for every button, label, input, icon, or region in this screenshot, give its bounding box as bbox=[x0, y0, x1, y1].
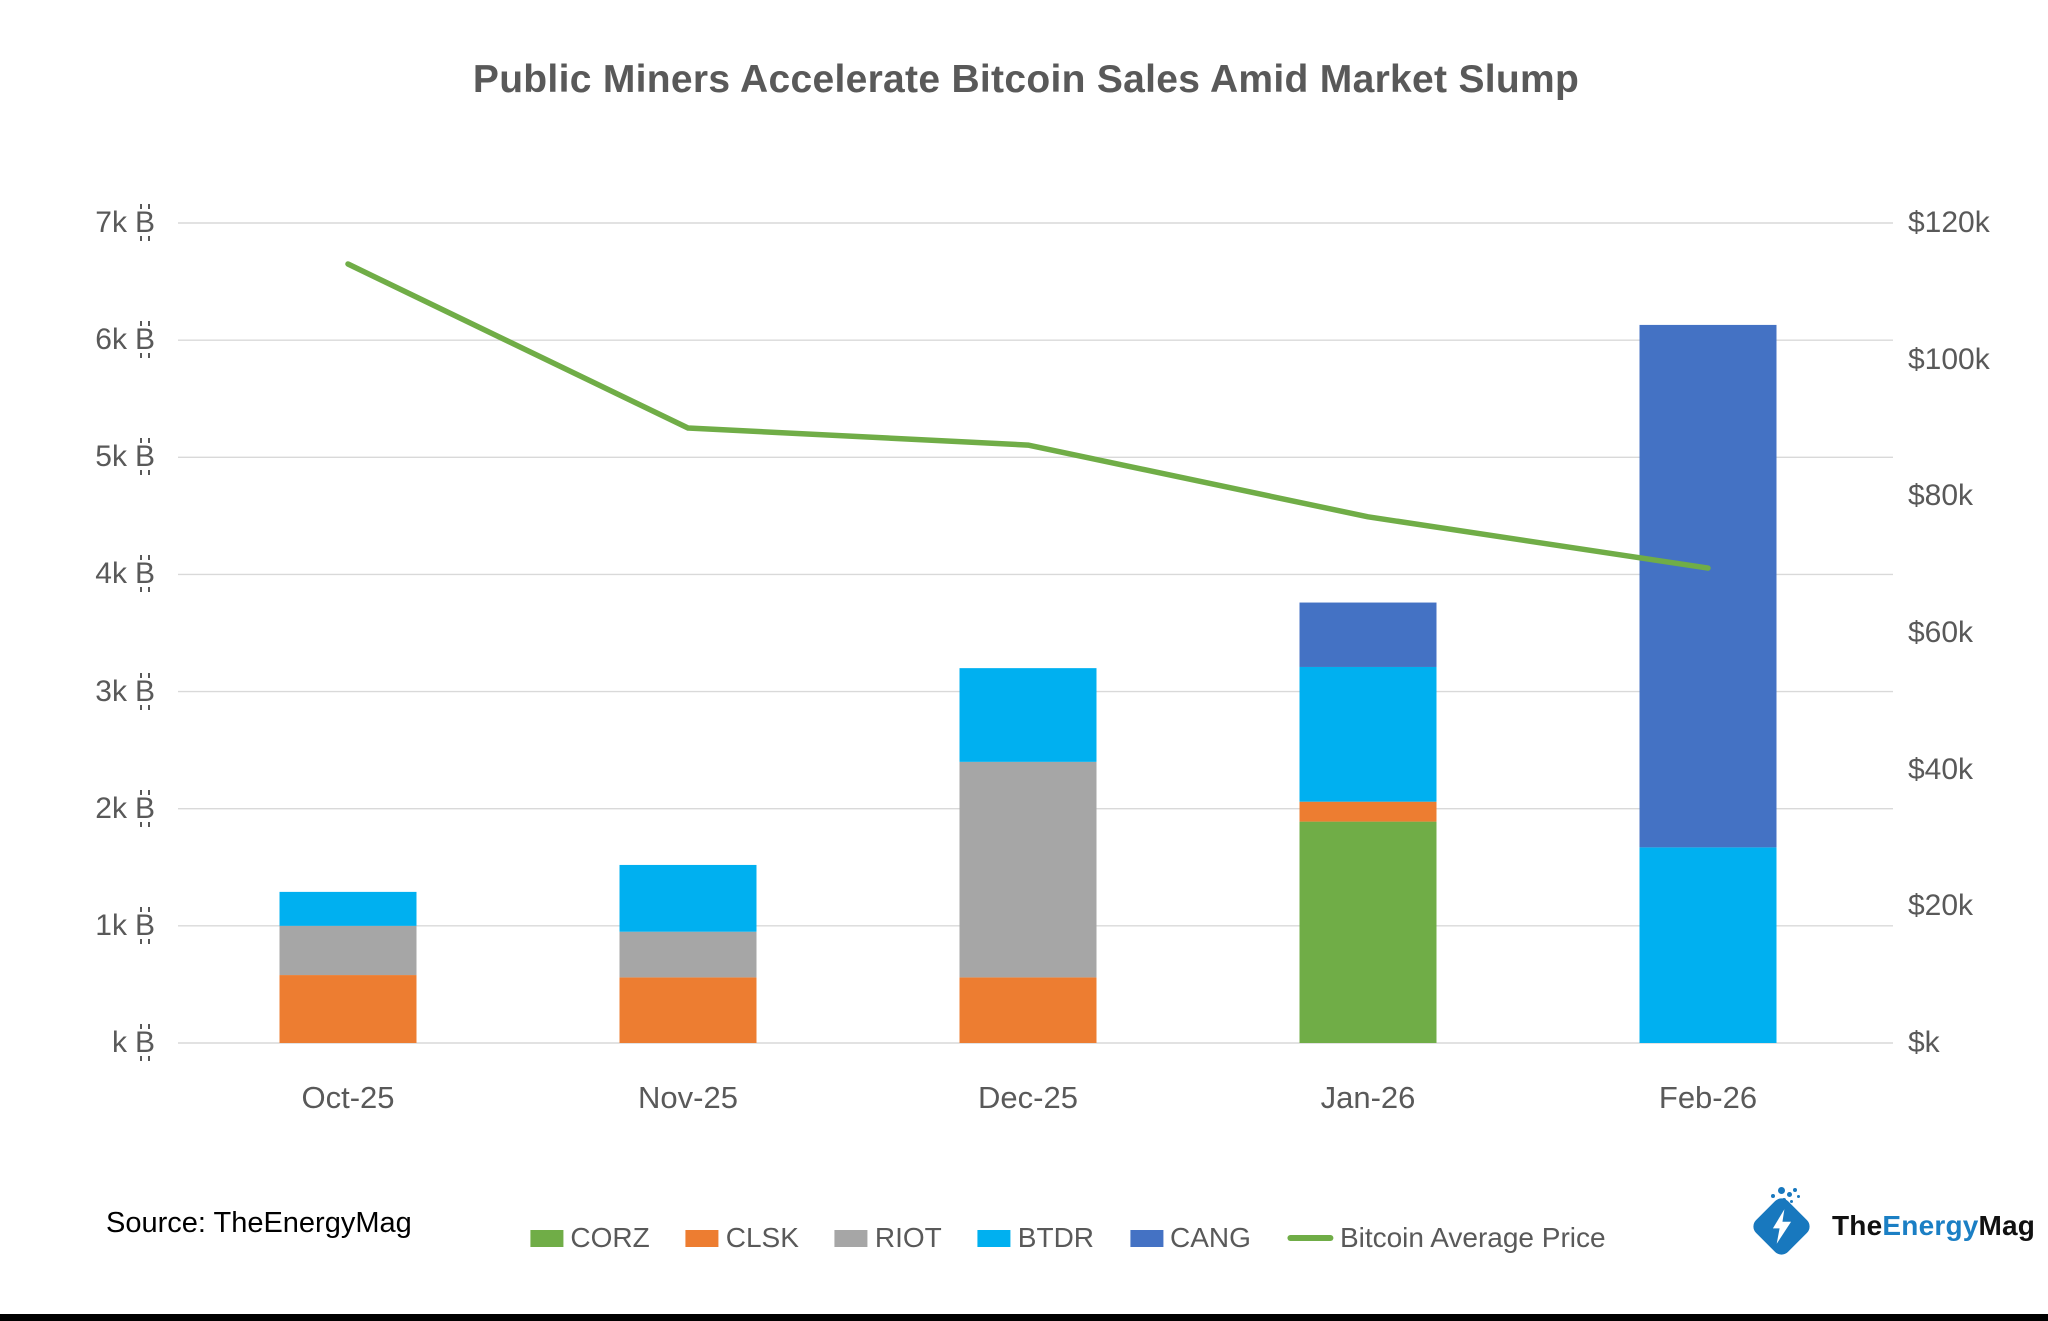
bar-segment-clsk-jan-26 bbox=[1299, 801, 1437, 822]
bar-segment-btdr-jan-26 bbox=[1299, 666, 1437, 802]
footer-bar bbox=[0, 1314, 2048, 1321]
bitcoin-price-line bbox=[345, 261, 1711, 571]
legend-swatch-btdr bbox=[977, 1229, 1011, 1247]
source-note: Source: TheEnergyMag bbox=[106, 1207, 412, 1239]
bar-segment-btdr-nov-25 bbox=[619, 864, 757, 932]
logo: TheEnergyMag bbox=[1748, 1187, 2035, 1262]
logo-text-mag: Mag bbox=[1978, 1210, 2036, 1241]
x-axis-label-nov-25: Nov-25 bbox=[638, 1080, 738, 1115]
bitcoin-symbol-icon: B bbox=[134, 906, 155, 944]
left-tick-label: k bbox=[111, 1026, 127, 1059]
legend-label: CANG bbox=[1170, 1222, 1251, 1253]
left-axis-tick: 1k B bbox=[0, 906, 155, 944]
logo-text-energy: Energy bbox=[1882, 1210, 1979, 1241]
bar-segment-riot-nov-25 bbox=[619, 931, 757, 978]
bitcoin-symbol-icon: B bbox=[134, 204, 155, 242]
bar-segment-cang-jan-26 bbox=[1299, 602, 1437, 667]
x-axis-label-dec-25: Dec-25 bbox=[978, 1080, 1078, 1115]
bitcoin-symbol-icon: B bbox=[134, 555, 155, 593]
bar-segment-btdr-oct-25 bbox=[279, 891, 417, 926]
bar-segment-cang-feb-26 bbox=[1639, 324, 1777, 848]
bar-segment-clsk-oct-25 bbox=[279, 975, 417, 1043]
legend-item-corz: CORZ bbox=[530, 1222, 650, 1254]
legend-label: CLSK bbox=[725, 1222, 799, 1253]
right-axis-tick: $100k bbox=[1908, 342, 1990, 376]
bars bbox=[279, 324, 1777, 1043]
bar-segment-btdr-feb-26 bbox=[1639, 847, 1777, 1043]
left-axis-tick: 6k B bbox=[0, 321, 155, 359]
right-axis-tick: $80k bbox=[1908, 479, 1974, 513]
bar-segment-btdr-dec-25 bbox=[959, 668, 1097, 762]
x-axis-label-feb-26: Feb-26 bbox=[1658, 1080, 1758, 1115]
legend-swatch-price-line bbox=[1286, 1235, 1333, 1241]
legend-item-clsk: CLSK bbox=[685, 1222, 799, 1254]
legend-swatch-riot bbox=[834, 1229, 868, 1247]
left-tick-label: 1k bbox=[95, 908, 127, 942]
bitcoin-symbol-icon: B bbox=[134, 672, 155, 710]
legend-swatch-corz bbox=[530, 1229, 564, 1247]
bitcoin-symbol-icon: B bbox=[134, 321, 155, 359]
left-axis-tick: 2k B bbox=[0, 789, 155, 827]
legend: CORZ CLSK RIOT BTDR CANG Bitcoin Average… bbox=[530, 1222, 1606, 1254]
logo-text: TheEnergyMag bbox=[1832, 1210, 2035, 1242]
legend-label: Bitcoin Average Price bbox=[1339, 1222, 1606, 1253]
legend-swatch-cang bbox=[1130, 1229, 1164, 1247]
bar-segment-clsk-dec-25 bbox=[959, 977, 1097, 1043]
left-axis-tick: 5k B bbox=[0, 438, 155, 476]
left-axis-tick: 4k B bbox=[0, 555, 155, 593]
left-tick-label: 7k bbox=[95, 206, 127, 240]
bar-segment-riot-dec-25 bbox=[959, 761, 1097, 978]
legend-item-bitcoin-average-price: Bitcoin Average Price bbox=[1286, 1222, 1606, 1254]
logo-text-the: The bbox=[1832, 1210, 1883, 1241]
legend-swatch-clsk bbox=[685, 1229, 719, 1247]
left-axis-tick: 3k B bbox=[0, 672, 155, 710]
right-axis-tick: $60k bbox=[1908, 615, 1974, 649]
x-axis-label-oct-25: Oct-25 bbox=[301, 1080, 395, 1115]
left-tick-label: 6k bbox=[95, 323, 127, 357]
page-title: Public Miners Accelerate Bitcoin Sales A… bbox=[472, 58, 1580, 101]
legend-label: BTDR bbox=[1017, 1222, 1095, 1253]
x-axis-label-jan-26: Jan-26 bbox=[1320, 1080, 1416, 1115]
bar-segment-riot-oct-25 bbox=[279, 925, 417, 976]
legend-item-btdr: BTDR bbox=[977, 1222, 1095, 1254]
right-axis-tick: $120k bbox=[1908, 205, 1990, 239]
left-tick-label: 5k bbox=[95, 440, 127, 474]
legend-label: RIOT bbox=[874, 1222, 942, 1253]
legend-item-riot: RIOT bbox=[834, 1222, 942, 1254]
bar-segment-clsk-nov-25 bbox=[619, 977, 757, 1043]
bitcoin-symbol-icon: B bbox=[134, 1024, 155, 1061]
legend-item-cang: CANG bbox=[1130, 1222, 1251, 1254]
lightning-bolt-icon bbox=[1772, 1209, 1792, 1244]
left-tick-label: 4k bbox=[95, 557, 127, 591]
legend-label: CORZ bbox=[570, 1222, 650, 1253]
left-axis-tick: 7k B bbox=[0, 204, 155, 242]
left-tick-label: 2k bbox=[95, 791, 127, 825]
left-tick-label: 3k bbox=[95, 674, 127, 708]
right-axis-tick: $40k bbox=[1908, 752, 1974, 786]
right-axis-tick: $k bbox=[1908, 1026, 1940, 1059]
right-axis-tick: $20k bbox=[1908, 889, 1974, 923]
logo-mark bbox=[1748, 1187, 1818, 1262]
bitcoin-symbol-icon: B bbox=[134, 438, 155, 476]
bitcoin-symbol-icon: B bbox=[134, 789, 155, 827]
bar-segment-corz-jan-26 bbox=[1299, 821, 1437, 1043]
